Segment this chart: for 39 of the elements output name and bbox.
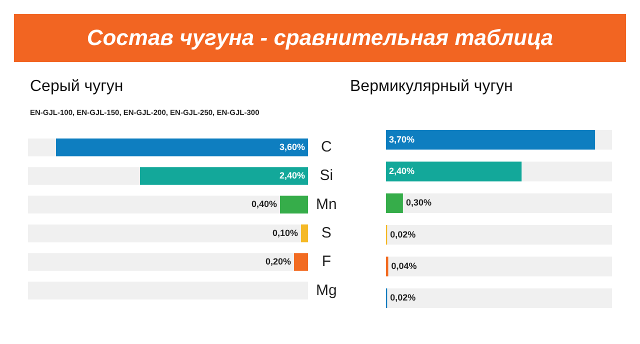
chart-subtitle: Серый чугун [30, 78, 124, 96]
data-label: 0,30% [406, 198, 432, 208]
y-tick-label: Si [320, 167, 334, 184]
chart-title: Состав чугуна - сравнительная таблица [14, 14, 626, 62]
bar [28, 253, 294, 271]
data-label: 3,70% [389, 134, 415, 144]
data-label: 0,02% [390, 292, 416, 303]
bar [387, 288, 612, 308]
bar [294, 253, 308, 271]
bar [28, 167, 140, 185]
y-tick-label: F [322, 253, 332, 270]
data-label: 0,04% [391, 260, 417, 271]
y-tick-label: Mg [316, 282, 337, 299]
bar [301, 224, 308, 242]
y-tick-label: Mn [316, 196, 337, 213]
bar [386, 130, 596, 150]
bar [402, 193, 612, 213]
bar [28, 224, 301, 242]
bar [28, 138, 56, 156]
bar [386, 162, 522, 182]
data-label: 3,60% [279, 142, 305, 152]
data-label: 0,10% [272, 228, 298, 238]
bar [140, 167, 308, 185]
bar [387, 225, 612, 245]
data-label: 0,40% [251, 199, 277, 210]
bar [56, 138, 308, 156]
bar [386, 193, 403, 213]
bar [522, 162, 612, 182]
bar [595, 130, 612, 150]
data-label: 0,20% [265, 256, 291, 266]
y-tick-label: S [321, 224, 332, 242]
bar [280, 196, 308, 214]
data-label: 2,40% [389, 166, 415, 176]
chart-subtitle: Вермикулярный чугун [350, 78, 513, 96]
data-label: 0,02% [390, 229, 416, 240]
data-label: 2,40% [279, 170, 305, 180]
bar [28, 196, 280, 214]
bar [388, 256, 612, 276]
y-tick-label: C [320, 138, 332, 156]
